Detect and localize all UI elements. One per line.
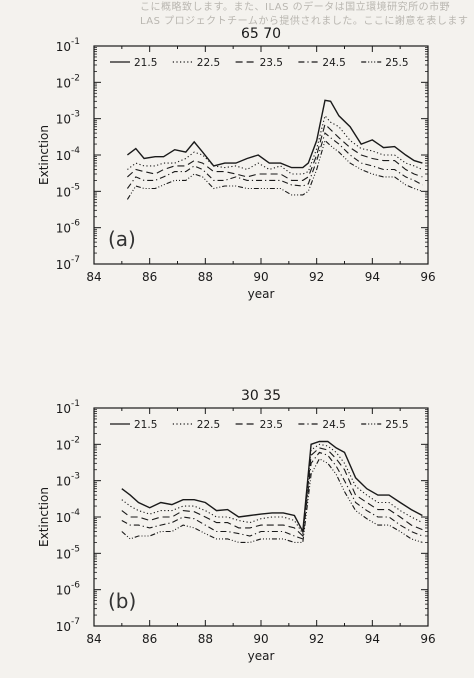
chart-b: 30 35 84 86 88 90 92 94 96 10-1 10-2 10-3 10-4 10-5 1… [37,388,436,663]
chart-a-xlabel: year [248,287,275,301]
chart-b-annotation: (b) [108,589,136,613]
chart-b-legend-label: 25.5 [385,419,408,431]
bleed-through-text: こに概略致します。また、ILAS のデータは国立環境研究所の市野 LAS プロジ… [140,0,474,40]
chart-a-annotation: (a) [108,227,136,251]
chart-a: 65 70 84 86 88 90 92 94 96 10-1 10-2 10-3 10-4 10-5 1… [37,26,436,301]
chart-b-ytick-label: 10-4 [56,508,81,525]
chart-a-series-line [126,139,423,200]
chart-a-legend-label: 23.5 [260,57,283,69]
chart-a-series-line [126,99,423,169]
chart-a-xtick-label: 88 [198,270,213,284]
chart-a-xtick-label: 90 [253,270,268,284]
chart-a-xtick-label: 86 [142,270,157,284]
chart-b-series-line [121,458,423,543]
chart-b-ylabel: Extinction [37,487,51,547]
chart-b-ytick-label: 10-6 [56,581,81,598]
chart-b-xtick-label: 88 [198,632,213,646]
chart-b-legend-label: 23.5 [260,419,283,431]
chart-a-legend-label: 22.5 [197,57,220,69]
chart-b-xtick-label: 84 [86,632,101,646]
chart-b-xtick-label: 90 [253,632,268,646]
chart-a-annotation-text: (a) [108,227,136,251]
chart-b-ytick-label: 10-3 [56,472,80,489]
chart-a-ytick-label: 10-1 [56,37,80,54]
chart-b-ytick-label: 10-2 [56,435,80,452]
chart-a-ylabel: Extinction [37,125,51,185]
chart-b-xtick-label: 92 [309,632,324,646]
chart-b-legend-label: 22.5 [197,419,220,431]
chart-a-xtick-label: 84 [86,270,101,284]
chart-b-xtick-label: 86 [142,632,157,646]
chart-b-series-line [121,443,423,536]
chart-b-legend-label: 24.5 [322,419,345,431]
chart-a-series-line [126,132,423,189]
chart-b-xtick-label: 94 [365,632,380,646]
chart-a-ytick-label: 10-2 [56,73,80,90]
bleed-line-1: こに概略致します。また、ILAS のデータは国立環境研究所の市野 [140,2,451,13]
chart-a-title: 65 70 [241,26,281,42]
bleed-line-2: LAS プロジェクトチームから提供されました。ここに謝意を表します [140,16,469,27]
chart-a-ytick-label: 10-3 [56,110,80,127]
chart-b-ytick-label: 10-5 [56,544,80,561]
chart-a-legend-label: 25.5 [385,57,408,69]
chart-a-plot-frame [93,45,429,265]
chart-a-ytick-label: 10-7 [56,255,80,272]
chart-b-ytick-label: 10-7 [56,617,80,634]
chart-a-legend-label: 21.5 [134,57,157,69]
chart-a-ytick-label: 10-4 [56,146,81,163]
chart-b-series-line [121,447,423,538]
chart-a-xtick-label: 96 [420,270,435,284]
chart-b-series-line [121,440,423,534]
chart-a-ytick-label: 10-6 [56,219,81,236]
chart-b-xtick-label: 96 [420,632,435,646]
chart-b-xlabel: year [248,649,275,663]
chart-a-ytick-label: 10-5 [56,182,80,199]
chart-a-legend-label: 24.5 [322,57,345,69]
chart-b-legend-label: 21.5 [134,419,157,431]
chart-b-annotation-text: (b) [108,589,136,613]
chart-a-series-line [127,123,423,181]
chart-b-series-line [121,451,423,540]
chart-b-ytick-label: 10-1 [56,399,80,416]
chart-a-series-line [127,114,423,175]
chart-a-xtick-label: 94 [365,270,380,284]
chart-a-xtick-label: 92 [309,270,324,284]
chart-b-title: 30 35 [241,388,281,404]
